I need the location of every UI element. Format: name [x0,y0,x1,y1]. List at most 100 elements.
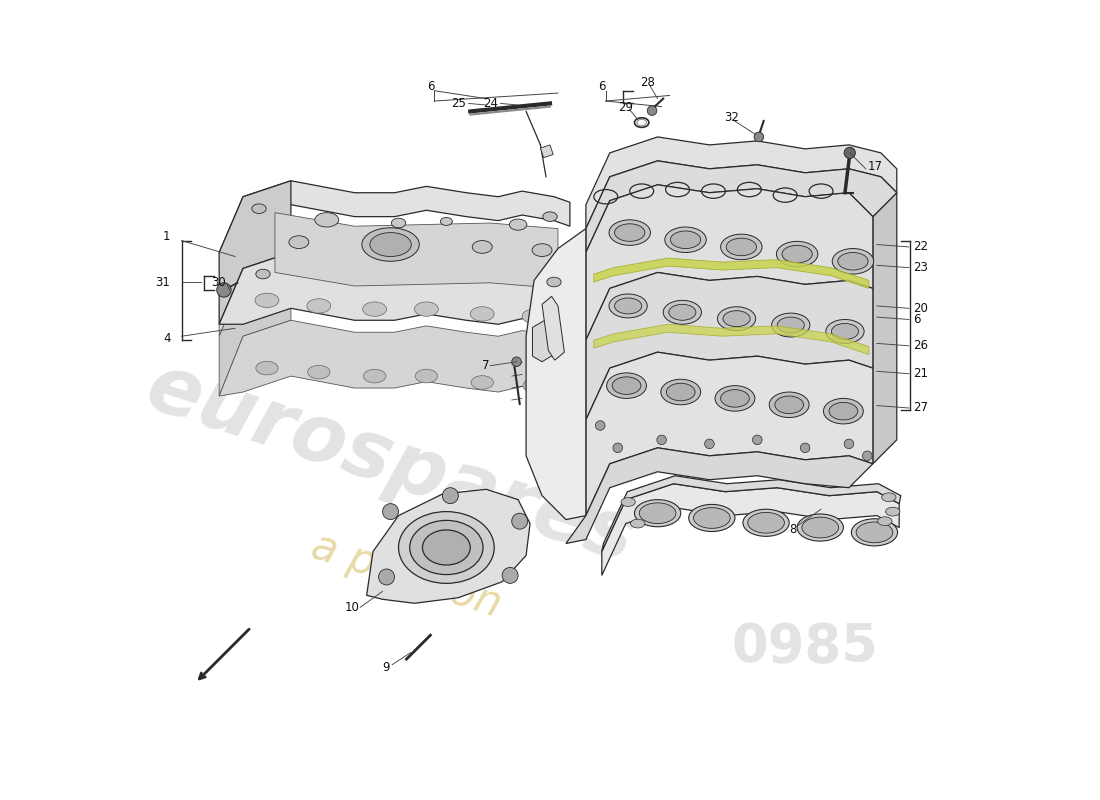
Ellipse shape [256,270,271,279]
Circle shape [442,488,459,504]
Ellipse shape [471,376,494,390]
Ellipse shape [720,390,749,407]
Ellipse shape [829,402,858,420]
Text: 32: 32 [724,111,739,124]
Circle shape [512,514,528,529]
Ellipse shape [715,386,755,411]
Ellipse shape [362,228,419,262]
Ellipse shape [547,278,561,286]
Text: 20: 20 [913,302,928,315]
Text: a passion: a passion [306,525,507,626]
Text: 9: 9 [383,661,390,674]
Ellipse shape [664,227,706,253]
Ellipse shape [802,517,838,538]
Ellipse shape [778,317,804,333]
Ellipse shape [798,514,844,541]
Text: 1: 1 [163,230,170,243]
Polygon shape [586,185,873,340]
Ellipse shape [639,503,676,523]
Ellipse shape [409,520,483,574]
Ellipse shape [252,204,266,214]
Polygon shape [219,265,290,396]
Text: 6: 6 [913,313,921,326]
Ellipse shape [669,304,696,320]
Text: 8: 8 [789,523,796,537]
Polygon shape [565,448,873,543]
Ellipse shape [398,512,494,583]
Ellipse shape [726,238,757,256]
Ellipse shape [415,302,439,316]
Ellipse shape [667,383,695,401]
Ellipse shape [308,366,330,379]
Polygon shape [586,273,873,420]
Text: 24: 24 [483,97,498,110]
Text: 17: 17 [867,160,882,173]
Ellipse shape [471,306,494,321]
Ellipse shape [256,362,278,375]
Ellipse shape [522,379,546,393]
Ellipse shape [509,219,527,230]
Ellipse shape [769,392,810,418]
Ellipse shape [363,302,386,316]
Ellipse shape [606,373,647,398]
Polygon shape [219,181,290,324]
Text: 31: 31 [155,275,170,289]
Ellipse shape [370,233,411,257]
Polygon shape [586,352,873,515]
Ellipse shape [878,517,892,526]
Ellipse shape [615,298,641,314]
Ellipse shape [777,242,818,267]
Text: 22: 22 [913,241,928,254]
Ellipse shape [832,323,858,339]
Ellipse shape [782,246,812,263]
Ellipse shape [630,519,645,528]
Text: 29: 29 [618,101,634,114]
Circle shape [657,435,667,445]
Text: 0985: 0985 [732,621,879,673]
Polygon shape [594,258,869,288]
Ellipse shape [613,377,641,394]
Polygon shape [219,253,570,336]
Text: 28: 28 [640,76,654,90]
Circle shape [755,132,763,142]
Ellipse shape [663,300,702,324]
Ellipse shape [472,241,492,254]
Ellipse shape [826,319,865,343]
Ellipse shape [723,310,750,326]
Text: 6: 6 [597,80,605,93]
Circle shape [512,357,521,366]
Ellipse shape [542,212,558,222]
Ellipse shape [363,370,386,383]
Ellipse shape [771,313,810,337]
Circle shape [705,439,714,449]
Ellipse shape [742,510,789,536]
Ellipse shape [532,244,552,257]
Ellipse shape [440,218,452,226]
Text: 6: 6 [427,80,434,93]
Ellipse shape [289,236,309,249]
Text: 25: 25 [451,97,466,110]
Ellipse shape [851,518,898,546]
Ellipse shape [856,522,893,542]
Ellipse shape [838,253,868,270]
Polygon shape [532,312,558,362]
Text: 4: 4 [163,332,170,345]
Ellipse shape [748,513,784,533]
Polygon shape [602,476,901,551]
Ellipse shape [693,508,730,528]
Text: 10: 10 [344,601,360,614]
Ellipse shape [661,379,701,405]
Ellipse shape [635,500,681,526]
Polygon shape [586,161,896,253]
Circle shape [595,421,605,430]
Ellipse shape [886,507,900,516]
Polygon shape [219,181,570,253]
Polygon shape [219,253,570,324]
Circle shape [752,435,762,445]
Polygon shape [542,296,564,360]
Polygon shape [540,145,553,158]
Ellipse shape [717,306,756,330]
Ellipse shape [609,220,650,246]
Ellipse shape [392,218,406,228]
Ellipse shape [720,234,762,260]
